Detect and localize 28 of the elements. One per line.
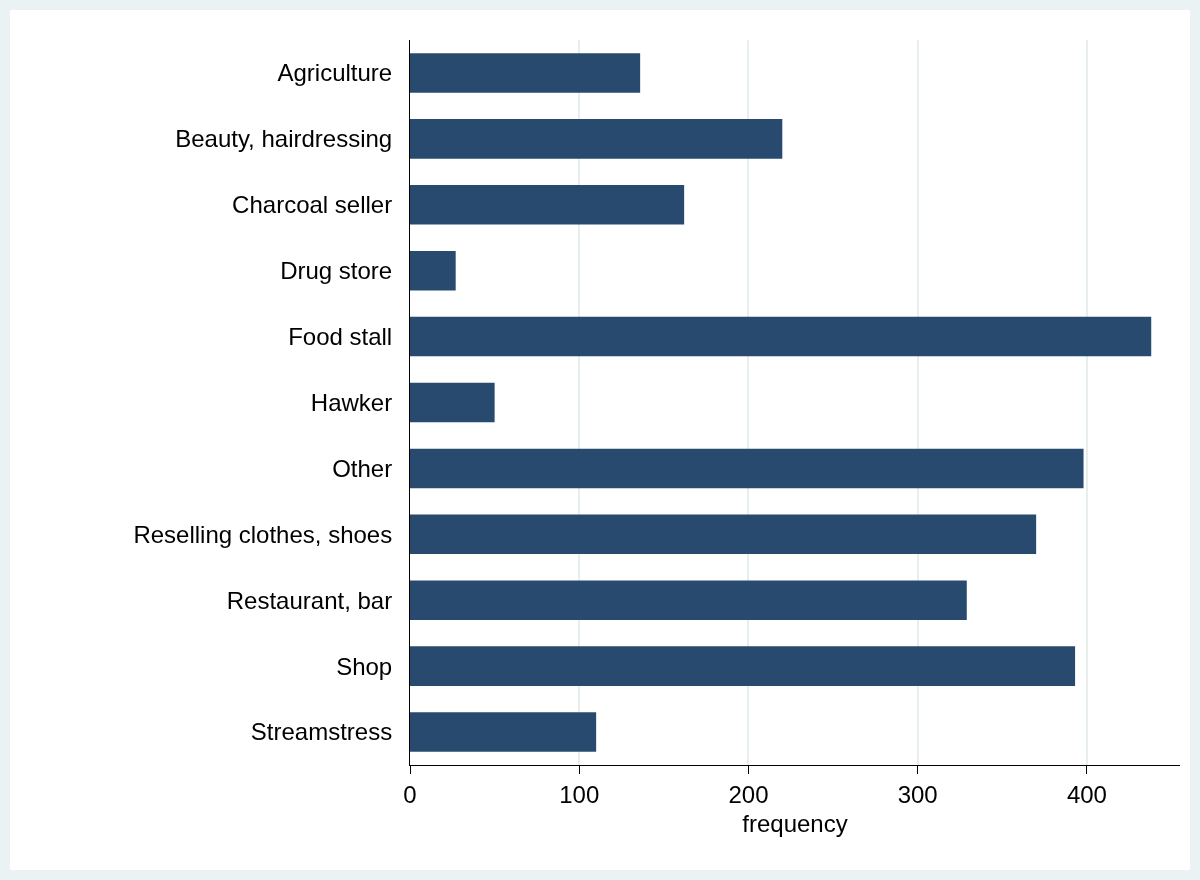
bar (410, 53, 641, 93)
bar (410, 185, 685, 225)
bar (410, 250, 456, 291)
y-tick-label: Food stall (288, 322, 393, 350)
y-tick-label: Beauty, hairdressing (175, 125, 393, 153)
bar (410, 119, 783, 159)
y-tick-label: Charcoal seller (232, 191, 393, 219)
bar (410, 646, 1076, 686)
bar (410, 712, 597, 752)
x-tick-label: 0 (403, 780, 417, 808)
y-tick-label: Streamstress (250, 718, 393, 746)
y-tick-label: Hawker (310, 388, 393, 416)
y-tick-label: Reselling clothes, shoes (133, 520, 393, 548)
x-tick-label: 300 (897, 780, 938, 808)
bar (410, 448, 1084, 489)
x-tick-label: 100 (559, 780, 600, 808)
bar (410, 514, 1037, 555)
y-tick-label: Shop (336, 652, 393, 680)
bar (410, 382, 495, 423)
y-tick-label: Agriculture (277, 59, 393, 87)
y-tick-label: Drug store (280, 257, 393, 285)
y-tick-label: Restaurant, bar (226, 586, 393, 614)
x-axis-title: frequency (742, 810, 848, 838)
y-tick-label: Other (332, 454, 393, 482)
bar (410, 580, 967, 620)
x-tick-label: 400 (1066, 780, 1107, 808)
bar (410, 316, 1152, 357)
x-tick-label: 200 (728, 780, 769, 808)
